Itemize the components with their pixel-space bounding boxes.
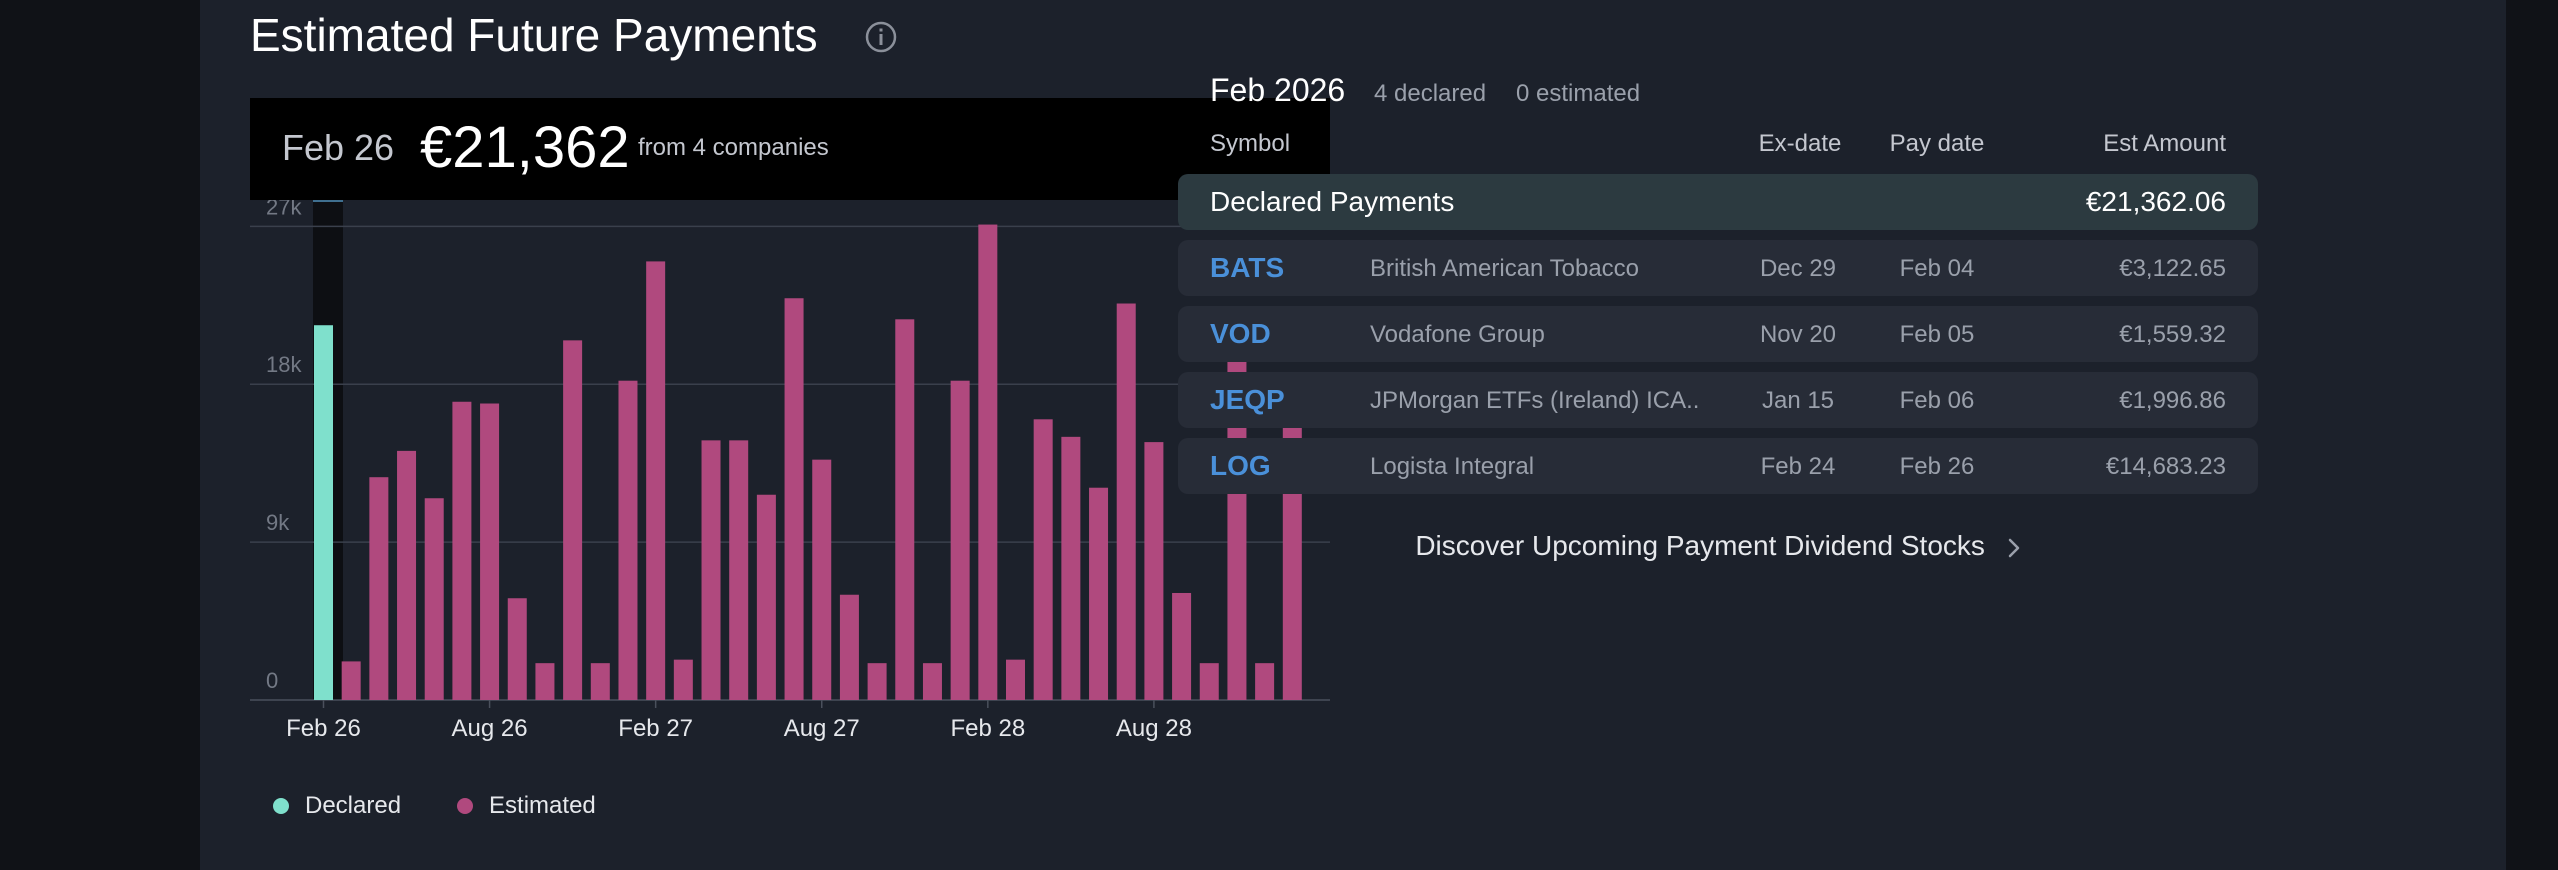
estimated-bar xyxy=(507,598,527,700)
discover-dividend-stocks-link[interactable]: Discover Upcoming Payment Dividend Stock… xyxy=(1178,530,2258,562)
chart-legend: Declared Estimated xyxy=(273,792,652,820)
y-tick-label: 27k xyxy=(266,200,302,219)
x-tick-label: Aug 26 xyxy=(452,715,528,742)
company-name: JPMorgan ETFs (Ireland) ICA... xyxy=(1370,387,1700,414)
estimated-bar xyxy=(950,380,970,700)
column-pay-date: Pay date xyxy=(1889,130,1985,157)
payment-row[interactable]: VOD Vodafone Group Nov 20 Feb 05 €1,559.… xyxy=(1178,306,2258,362)
company-name: British American Tobacco xyxy=(1370,255,1640,282)
estimated-bar xyxy=(895,319,915,700)
estimated-bar xyxy=(590,663,610,700)
ex-date: Feb 24 xyxy=(1760,453,1836,480)
estimated-bar xyxy=(701,440,721,700)
estimated-bar xyxy=(1116,303,1136,700)
ex-date: Nov 20 xyxy=(1759,321,1837,348)
estimated-bar xyxy=(480,403,500,700)
estimated-bar xyxy=(1144,442,1164,700)
estimated-bar xyxy=(1255,663,1275,700)
estimated-bar xyxy=(1033,419,1053,700)
declared-bar xyxy=(314,325,333,700)
y-tick-label: 9k xyxy=(266,510,290,535)
chart-summary-header: Feb 26 €21,362 from 4 companies xyxy=(250,98,1330,200)
payment-row[interactable]: LOG Logista Integral Feb 24 Feb 26 €14,6… xyxy=(1178,438,2258,494)
estimated-bar xyxy=(978,224,998,700)
chevron-right-icon xyxy=(2008,538,2019,557)
est-amount: €1,996.86 xyxy=(2119,387,2226,414)
estimated-bar xyxy=(535,663,555,700)
estimated-bar xyxy=(1061,436,1081,700)
selected-column-marker xyxy=(313,200,343,202)
details-month: Feb 2026 xyxy=(1210,72,1346,108)
x-tick-label: Feb 26 xyxy=(286,715,361,742)
estimated-count: 0 estimated xyxy=(1516,80,1641,107)
column-ex-date: Ex-date xyxy=(1758,130,1842,157)
pay-date: Feb 06 xyxy=(1899,387,1975,414)
future-payments-panel: Estimated Future Payments Feb 26 €21,362… xyxy=(200,0,2506,870)
page-title: Estimated Future Payments xyxy=(250,9,818,61)
estimated-bar xyxy=(1199,663,1219,700)
legend-estimated-label: Estimated xyxy=(489,792,596,819)
declared-count: 4 declared xyxy=(1374,80,1487,107)
x-tick-label: Aug 28 xyxy=(1116,715,1192,742)
column-symbol: Symbol xyxy=(1210,130,1291,157)
selected-subtitle: from 4 companies xyxy=(638,134,829,161)
estimated-bar xyxy=(812,459,832,700)
estimated-bar xyxy=(563,340,583,700)
selected-month: Feb 26 xyxy=(282,127,395,168)
company-name: Vodafone Group xyxy=(1370,321,1545,348)
estimated-bar xyxy=(784,298,804,700)
declared-payments-row: Declared Payments €21,362.06 xyxy=(1178,174,2258,230)
estimated-bar xyxy=(1089,487,1109,700)
payment-symbol[interactable]: VOD xyxy=(1210,318,1271,349)
estimated-bar xyxy=(646,261,666,700)
y-tick-label: 0 xyxy=(266,668,278,693)
payment-symbol[interactable]: JEQP xyxy=(1210,384,1285,415)
payment-symbol[interactable]: LOG xyxy=(1210,450,1271,481)
selected-amount: €21,362 xyxy=(420,115,630,180)
estimated-bar xyxy=(618,380,638,700)
payments-bar-chart[interactable]: 27k 18k 9k 0 Feb 26 Aug 26 Feb 27 Aug 27 Feb 28 A… xyxy=(250,200,1330,760)
pay-date: Feb 26 xyxy=(1899,453,1975,480)
pay-date: Feb 04 xyxy=(1899,255,1975,282)
est-amount: €14,683.23 xyxy=(2105,453,2226,480)
estimated-bar xyxy=(839,594,859,700)
estimated-bar xyxy=(756,494,776,700)
estimated-bar xyxy=(341,661,361,700)
estimated-bar xyxy=(1006,659,1025,700)
ex-date: Dec 29 xyxy=(1759,255,1837,282)
legend-declared-label: Declared xyxy=(305,792,402,819)
est-amount: €1,559.32 xyxy=(2119,321,2226,348)
estimated-bar xyxy=(369,477,389,700)
estimated-bar xyxy=(673,659,693,700)
estimated-bar xyxy=(1172,592,1192,700)
estimated-bar xyxy=(452,401,472,700)
payment-symbol[interactable]: BATS xyxy=(1210,252,1285,283)
column-est-amount: Est Amount xyxy=(2103,130,2226,157)
estimated-bar xyxy=(424,498,444,700)
declared-payments-label: Declared Payments xyxy=(1210,186,1455,217)
ex-date: Jan 15 xyxy=(1761,387,1835,414)
payment-row[interactable]: BATS British American Tobacco Dec 29 Feb… xyxy=(1178,240,2258,296)
x-tick-label: Feb 28 xyxy=(950,715,1025,742)
estimated-bar xyxy=(922,663,942,700)
legend-declared[interactable]: Declared xyxy=(273,792,401,820)
legend-estimated[interactable]: Estimated xyxy=(457,792,596,820)
pay-date: Feb 05 xyxy=(1899,321,1975,348)
declared-payments-total: €21,362.06 xyxy=(2085,186,2226,217)
info-icon[interactable] xyxy=(864,20,898,54)
est-amount: €3,122.65 xyxy=(2119,255,2226,282)
declared-dot-icon xyxy=(273,798,289,814)
x-tick-label: Aug 27 xyxy=(784,715,860,742)
discover-link-label: Discover Upcoming Payment Dividend Stock… xyxy=(1415,530,1985,561)
estimated-dot-icon xyxy=(457,798,474,814)
estimated-bar xyxy=(729,440,749,700)
estimated-bar xyxy=(867,663,887,700)
payment-row[interactable]: JEQP JPMorgan ETFs (Ireland) ICA... Jan … xyxy=(1178,372,2258,428)
x-tick-label: Feb 27 xyxy=(618,715,693,742)
y-tick-label: 18k xyxy=(266,352,302,377)
estimated-bar xyxy=(397,450,417,700)
company-name: Logista Integral xyxy=(1370,453,1535,480)
